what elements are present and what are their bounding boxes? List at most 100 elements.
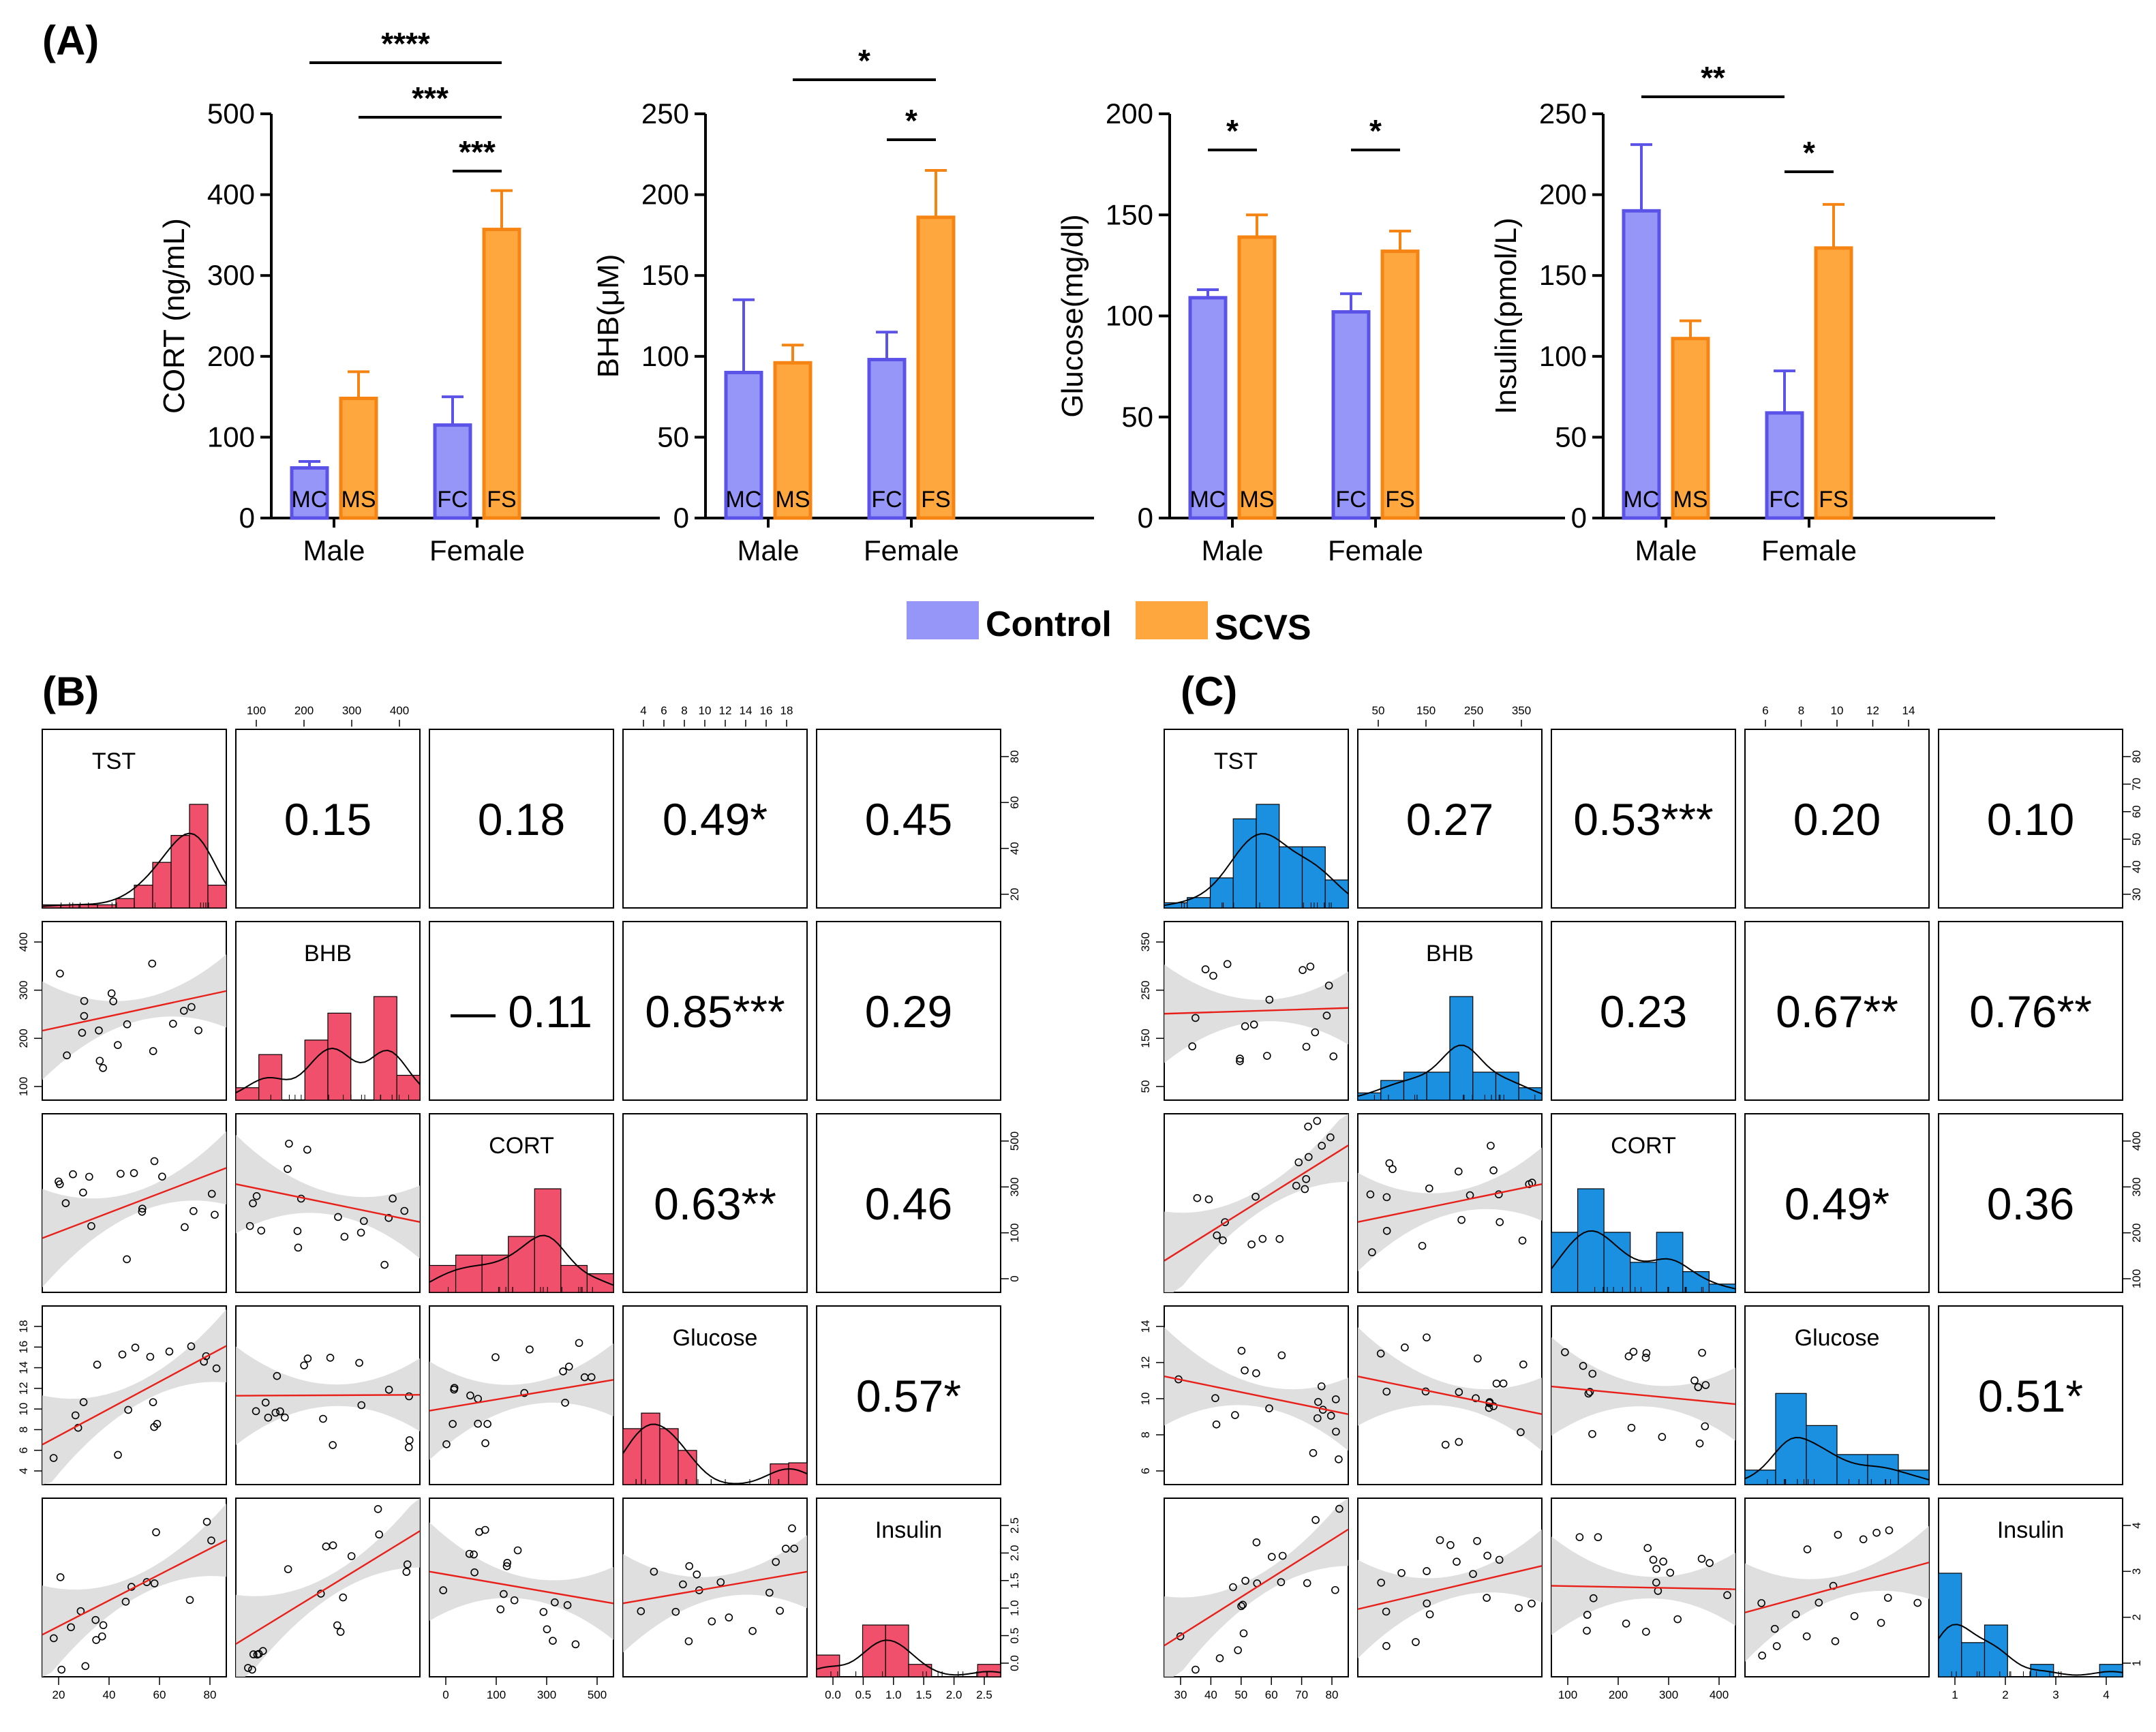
correlation-value: 0.23: [1600, 986, 1687, 1037]
scatter-point: [510, 1596, 519, 1605]
scatter-point: [693, 1570, 701, 1579]
bar-label: FS: [921, 487, 950, 513]
y-tick-label: 50: [1121, 401, 1153, 433]
matrix-cell-3-1: [1357, 1305, 1543, 1485]
density-curve: [1551, 1230, 1736, 1290]
matrix-cell-2-3: 0.63**: [622, 1113, 808, 1293]
scatter-point: [496, 1605, 505, 1613]
fit-line: [1551, 1385, 1736, 1406]
scatter-point: [360, 1217, 368, 1226]
x-tick-label: Male: [303, 534, 365, 566]
right-tick-label: 0.5: [1008, 1628, 1021, 1644]
scatter-point: [79, 1188, 87, 1197]
scatter-point: [465, 1549, 474, 1558]
correlation-value: — 0.11: [451, 986, 592, 1037]
histogram-bar: [1744, 1470, 1776, 1485]
scatter-point: [1302, 1174, 1310, 1183]
histogram-bar: [1495, 1072, 1519, 1101]
scatter-point: [405, 1392, 413, 1401]
scatter-point: [57, 1665, 66, 1674]
scatter-point: [1277, 1578, 1286, 1586]
correlation-value: 0.46: [865, 1179, 952, 1229]
right-tick-label: 40: [1008, 842, 1021, 855]
histogram-bar: [235, 1087, 260, 1101]
right-tick-label: 60: [1008, 796, 1021, 809]
right-tick-label: 500: [1008, 1131, 1021, 1151]
scatter-point: [123, 1020, 132, 1029]
scatter-point: [1382, 1607, 1391, 1616]
left-tick-label: 12: [1139, 1356, 1152, 1369]
scatter-point: [449, 1420, 457, 1428]
scatter-point: [1247, 1240, 1256, 1249]
right-tick-label: 30: [2130, 888, 2143, 901]
bottom-tick-label: 0.0: [825, 1688, 841, 1701]
scatter-point: [1278, 1551, 1287, 1560]
y-tick-label: 200: [641, 179, 689, 211]
left-tick-label: 16: [17, 1341, 30, 1354]
scatter-point: [244, 1664, 252, 1672]
variable-name: BHB: [1426, 941, 1474, 967]
density-curve: [1164, 833, 1349, 907]
significance-label: ***: [412, 80, 449, 116]
scatter-point: [1201, 965, 1210, 973]
scatter-point: [450, 1385, 458, 1394]
confidence-band: [1164, 1327, 1348, 1451]
left-tick-label: 8: [1139, 1431, 1152, 1438]
scatter-point: [1252, 1369, 1260, 1378]
fit-line: [429, 1570, 614, 1605]
density-curve: [42, 832, 227, 907]
scatter-point: [276, 1407, 284, 1416]
histogram-bar: [97, 904, 117, 909]
left-tick-label: 6: [17, 1447, 30, 1453]
scatter-point: [1382, 1641, 1391, 1650]
top-tick-label: 8: [681, 704, 687, 717]
scatter-point: [1803, 1545, 1812, 1553]
y-axis-label: Glucose(mg/dl): [1056, 214, 1089, 417]
right-tick-label: 2.0: [1008, 1545, 1021, 1562]
scatter-point: [153, 1420, 162, 1428]
histogram-bar: [1301, 846, 1326, 909]
matrix-cell-2-4: 0.36: [1938, 1113, 2123, 1293]
scatter-point: [114, 1041, 122, 1049]
scatter-point: [1473, 1354, 1482, 1363]
histogram-bar: [170, 835, 190, 909]
histogram-bar: [1630, 1262, 1657, 1293]
top-tick-label: 4: [640, 704, 646, 717]
bar-fc: [1331, 310, 1371, 520]
scatter-point: [95, 1057, 104, 1065]
scatter-point: [1423, 1599, 1431, 1608]
scatter-point: [1441, 1440, 1450, 1449]
scatter-point: [551, 1598, 559, 1607]
y-tick-label: 100: [1106, 300, 1153, 332]
scatter-point: [1209, 971, 1217, 980]
scatter-point: [1301, 1185, 1309, 1194]
confidence-band: [42, 1309, 226, 1485]
scatter-point: [97, 1632, 106, 1641]
scatter-point: [671, 1607, 680, 1616]
scatter-point: [1588, 1369, 1597, 1378]
scatter-point: [1265, 995, 1274, 1004]
scatter-point: [202, 1517, 211, 1526]
bottom-tick-label: 100: [1558, 1688, 1577, 1701]
scatter-point: [1585, 1388, 1594, 1396]
bottom-tick-label: 40: [103, 1688, 116, 1701]
scatter-point: [271, 1408, 280, 1417]
scatter-point: [466, 1391, 474, 1400]
scatter-point: [357, 1401, 366, 1410]
x-tick-label: Female: [429, 534, 525, 566]
scatter-point: [1252, 1538, 1261, 1547]
y-tick-label: 200: [1539, 179, 1587, 211]
scatter-point: [1472, 1394, 1480, 1403]
scatter-point: [78, 1029, 87, 1037]
scatter-point: [95, 1026, 103, 1035]
correlation-value: 0.57*: [856, 1371, 961, 1421]
matrix-cell-0-2: 0.53***: [1551, 729, 1736, 909]
scatter-point: [776, 1607, 784, 1615]
y-tick-label: 0: [1138, 502, 1153, 534]
bar-fc: [1765, 411, 1804, 520]
density-curve: [235, 1047, 421, 1093]
matrix-cell-1-1: BHB: [235, 921, 421, 1101]
scatter-point: [252, 1407, 260, 1416]
scatter-point: [1292, 1181, 1301, 1190]
histogram-bar: [1256, 804, 1280, 909]
